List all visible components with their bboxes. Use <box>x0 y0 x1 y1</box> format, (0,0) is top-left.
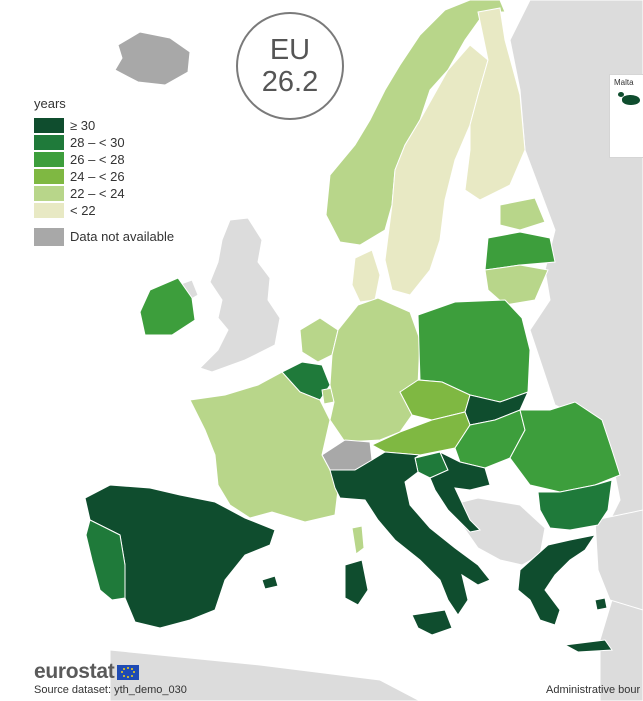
country-romania <box>509 401 621 493</box>
legend-row: ≥ 30 <box>34 117 174 134</box>
legend-label: 24 – < 26 <box>70 169 125 184</box>
island-crete <box>563 639 613 653</box>
legend-label: < 22 <box>70 203 96 218</box>
eu-flag-icon <box>117 664 140 680</box>
eurostat-logo: eurostat <box>34 660 140 684</box>
legend-swatch <box>34 152 64 167</box>
country-finland <box>464 7 526 201</box>
island-sardinia <box>344 559 369 606</box>
legend-swatch <box>34 203 64 218</box>
country-bulgaria <box>537 479 613 531</box>
eu-value: 26.2 <box>261 66 319 98</box>
country-portugal <box>85 519 126 601</box>
legend: years ≥ 30 28 – < 30 26 – < 28 24 – < 26… <box>34 96 175 246</box>
legend-label: Data not available <box>70 229 175 244</box>
country-latvia <box>484 231 556 271</box>
island-mallorca <box>261 575 279 590</box>
eu-label: EU <box>269 34 311 66</box>
legend-row: 28 – < 30 <box>34 134 174 151</box>
country-italy <box>329 451 491 616</box>
turkey-edge <box>594 509 643 611</box>
country-denmark <box>351 249 381 303</box>
country-germany <box>329 297 421 443</box>
legend-title: years <box>34 96 66 111</box>
legend-row: < 22 <box>34 202 174 219</box>
legend-swatch <box>34 186 64 201</box>
country-estonia <box>499 197 546 231</box>
malta-label: Malta <box>614 78 634 87</box>
country-ireland <box>139 277 196 336</box>
eu-average-badge: EU 26.2 <box>236 12 344 120</box>
country-sweden <box>384 44 489 296</box>
legend-swatch <box>34 118 64 133</box>
legend-row: 22 – < 24 <box>34 185 174 202</box>
legend-row: 24 – < 26 <box>34 168 174 185</box>
legend-label: ≥ 30 <box>70 118 96 133</box>
country-croatia <box>429 450 491 533</box>
island-corsica <box>351 525 365 555</box>
island-aegean <box>594 597 608 611</box>
malta-shape <box>622 95 640 105</box>
legend-label: 28 – < 30 <box>70 135 125 150</box>
admin-boundaries-note: Administrative bour <box>546 684 641 696</box>
logo-wordmark: eurostat <box>34 660 115 683</box>
country-lithuania <box>484 264 549 306</box>
legend-label: 22 – < 24 <box>70 186 125 201</box>
north-africa <box>109 649 421 701</box>
country-norway <box>325 0 506 246</box>
country-greece <box>517 534 597 626</box>
uk <box>199 217 281 373</box>
legend-row: 26 – < 28 <box>34 151 174 168</box>
malta-inset: Malta <box>609 74 643 158</box>
legend-swatch <box>34 169 64 184</box>
island-sicily <box>411 609 453 636</box>
legend-label: 26 – < 28 <box>70 152 125 167</box>
country-iceland <box>114 31 191 86</box>
legend-row-not-available: Data not available <box>34 227 175 246</box>
gozo-shape <box>618 92 624 97</box>
legend-swatch <box>34 227 64 246</box>
legend-swatch <box>34 135 64 150</box>
source-note: Source dataset: yth_demo_030 <box>34 684 187 696</box>
